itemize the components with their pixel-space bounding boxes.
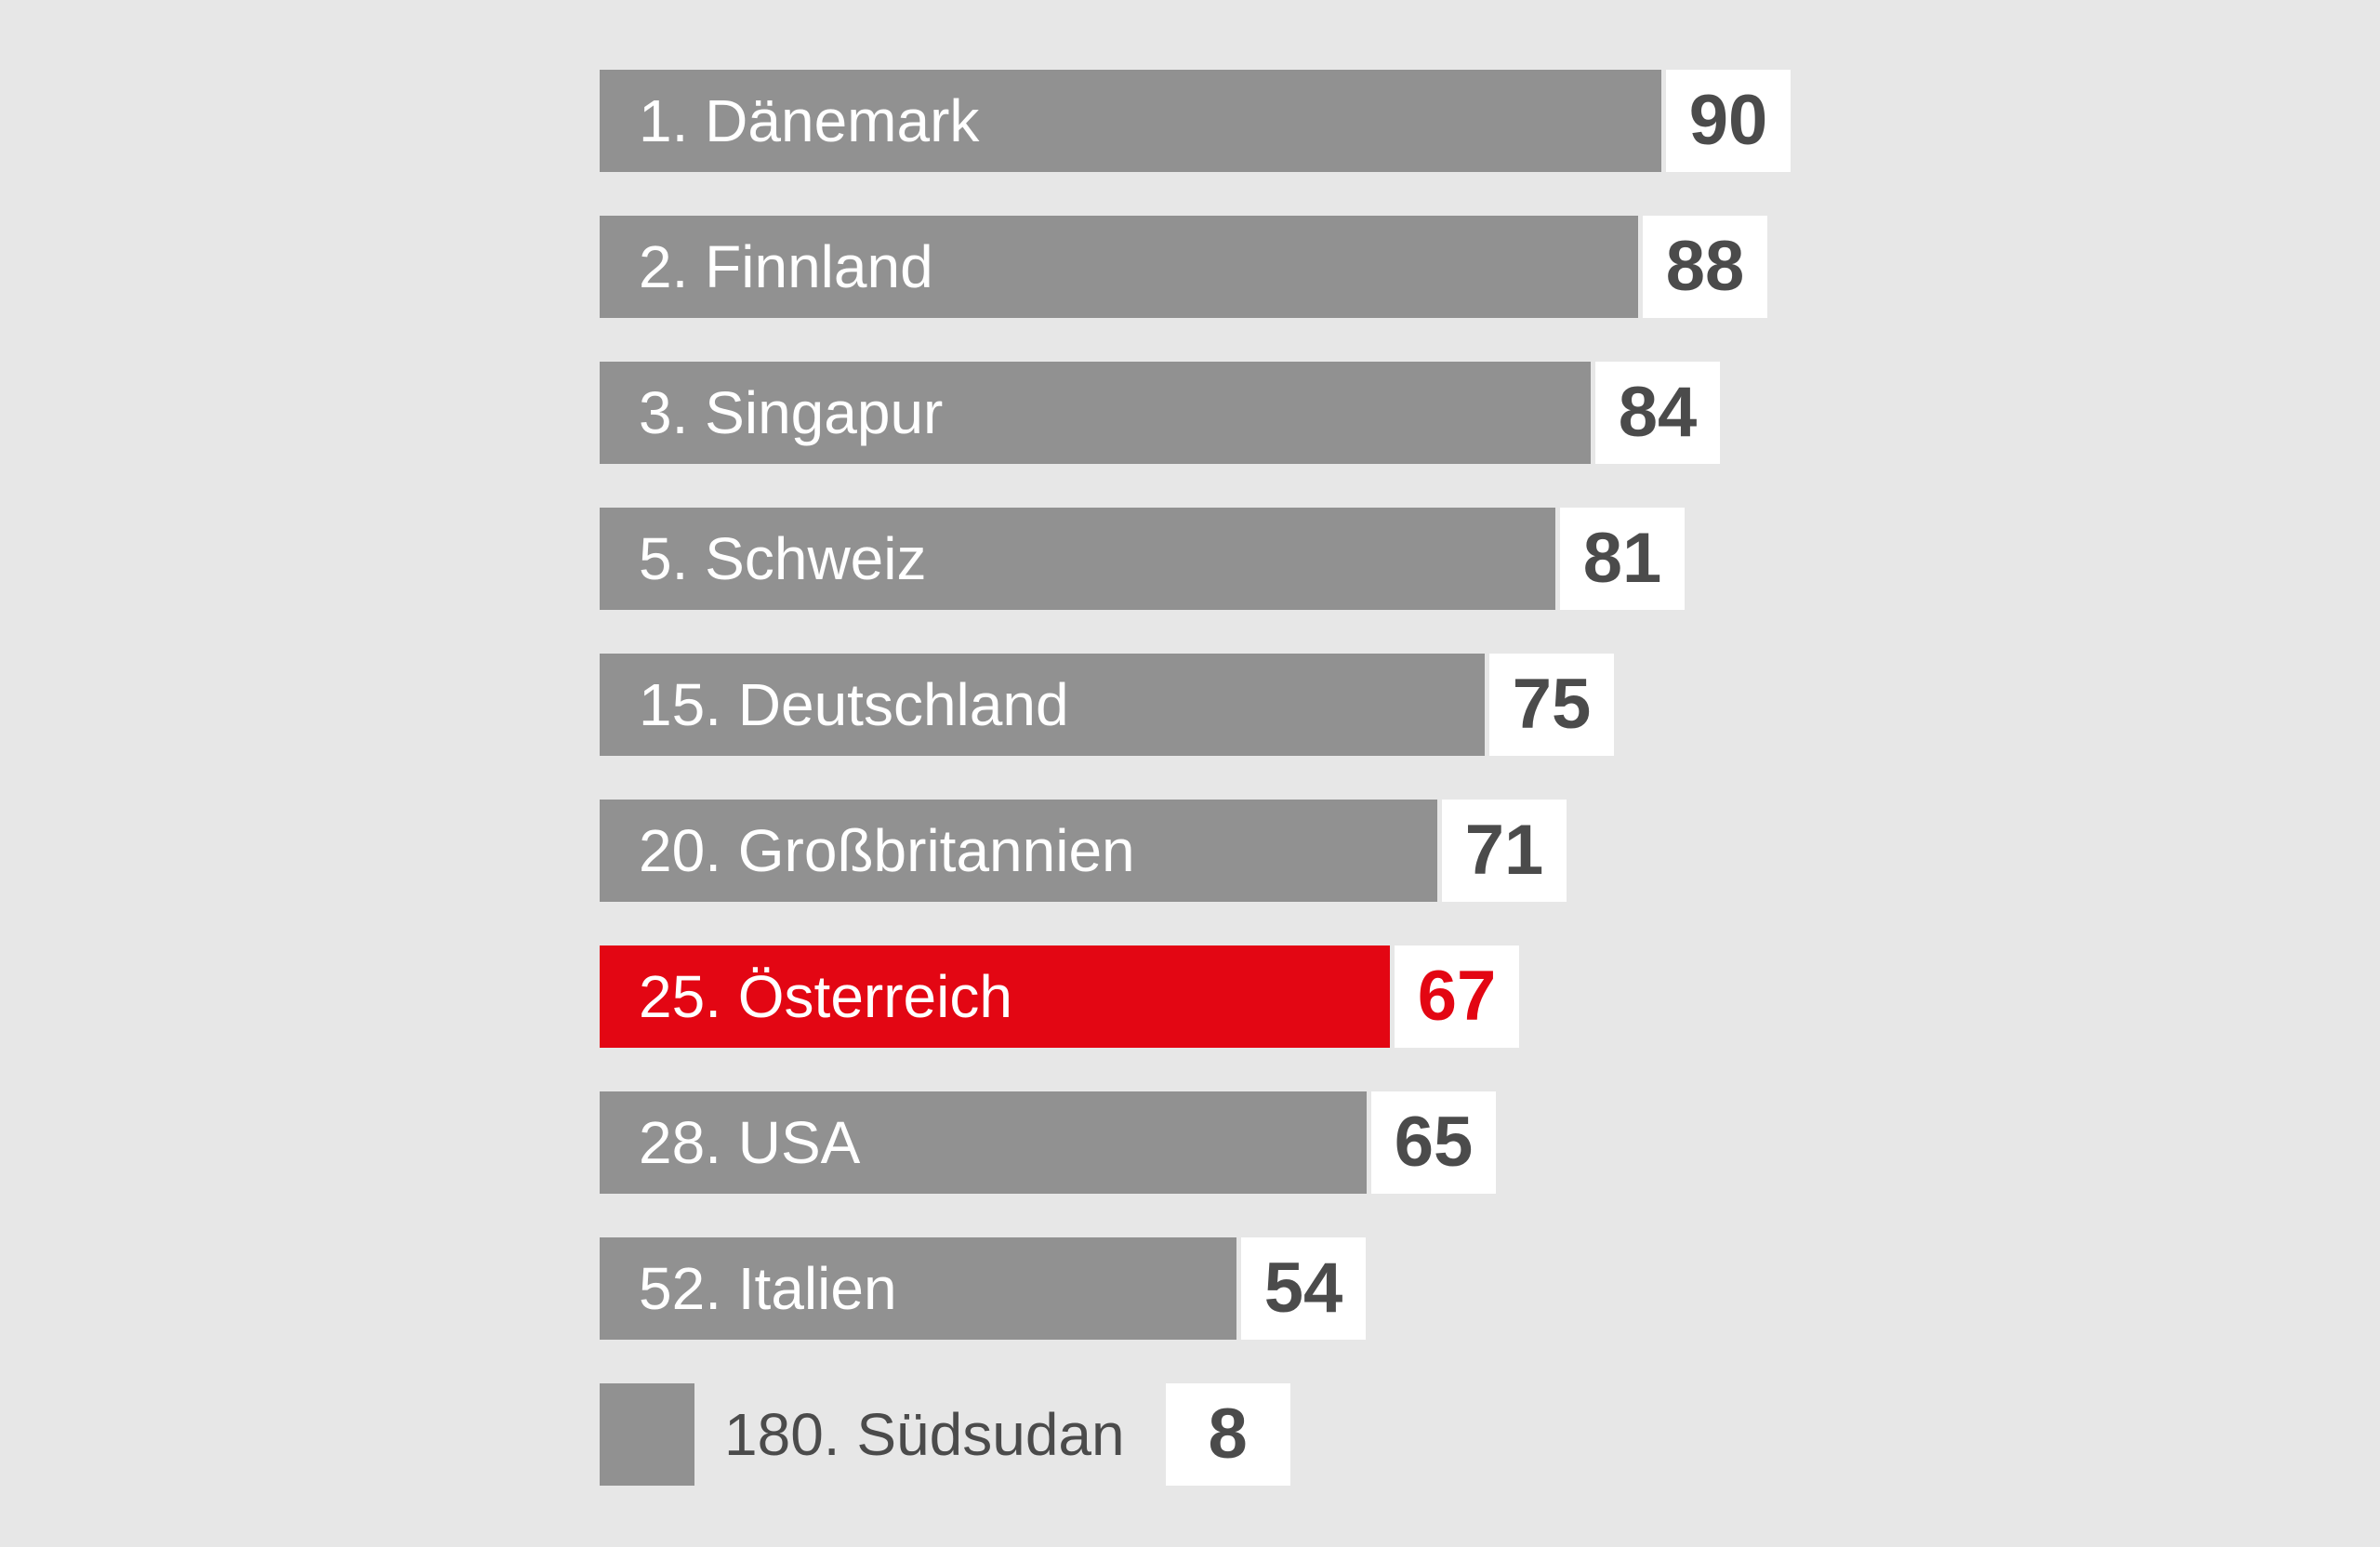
value-label: 81 [1582, 519, 1662, 598]
bar-label-outside: 180. Südsudan [724, 1401, 1125, 1468]
bar-label: 52. Italien [639, 1255, 897, 1322]
bar-label: 3. Singapur [639, 379, 944, 446]
bar: 20. Großbritannien [600, 800, 1437, 902]
bar-label: 28. USA [639, 1109, 861, 1176]
bar-label: 20. Großbritannien [639, 817, 1135, 884]
bar: 3. Singapur [600, 362, 1591, 464]
chart-row: 2. Finnland 88 [600, 216, 1791, 318]
bar-label: 25. Österreich [639, 963, 1012, 1030]
bar-label: 1. Dänemark [639, 87, 980, 154]
bar-label: 15. Deutschland [639, 671, 1069, 738]
value-box: 84 [1595, 362, 1720, 464]
value-box: 90 [1666, 70, 1791, 172]
value-label: 90 [1688, 81, 1768, 160]
chart-row: 20. Großbritannien 71 [600, 800, 1791, 902]
bar-label: 2. Finnland [639, 233, 933, 300]
bar-label: 5. Schweiz [639, 525, 927, 592]
bar: 15. Deutschland [600, 654, 1485, 756]
value-label: 88 [1665, 227, 1745, 306]
value-box: 71 [1442, 800, 1567, 902]
chart-row: 28. USA 65 [600, 1091, 1791, 1194]
chart-row: 1. Dänemark 90 [600, 70, 1791, 172]
value-box: 88 [1643, 216, 1767, 318]
chart-row: 5. Schweiz 81 [600, 508, 1791, 610]
value-box: 75 [1489, 654, 1614, 756]
bar [600, 1383, 694, 1486]
value-box: 81 [1560, 508, 1685, 610]
value-label: 67 [1417, 957, 1497, 1036]
bar: 25. Österreich [600, 945, 1390, 1048]
value-label: 65 [1394, 1103, 1474, 1182]
bar: 5. Schweiz [600, 508, 1555, 610]
chart-row: 25. Österreich 67 [600, 945, 1791, 1048]
value-box: 54 [1241, 1237, 1366, 1340]
bar: 52. Italien [600, 1237, 1236, 1340]
value-box: 67 [1395, 945, 1519, 1048]
chart-row: 3. Singapur 84 [600, 362, 1791, 464]
value-label: 8 [1208, 1395, 1248, 1474]
ranking-bar-chart: 1. Dänemark 90 2. Finnland 88 3. Singapu… [600, 70, 1791, 1529]
value-label: 84 [1618, 373, 1698, 452]
bar: 1. Dänemark [600, 70, 1661, 172]
chart-row: 52. Italien 54 [600, 1237, 1791, 1340]
value-box: 8 [1165, 1383, 1290, 1486]
chart-row: 15. Deutschland 75 [600, 654, 1791, 756]
value-label: 71 [1464, 811, 1544, 890]
value-box: 65 [1371, 1091, 1496, 1194]
bar: 28. USA [600, 1091, 1367, 1194]
chart-row: 180. Südsudan 8 [600, 1383, 1791, 1486]
bar: 2. Finnland [600, 216, 1638, 318]
value-label: 54 [1263, 1249, 1343, 1328]
value-label: 75 [1512, 665, 1592, 744]
